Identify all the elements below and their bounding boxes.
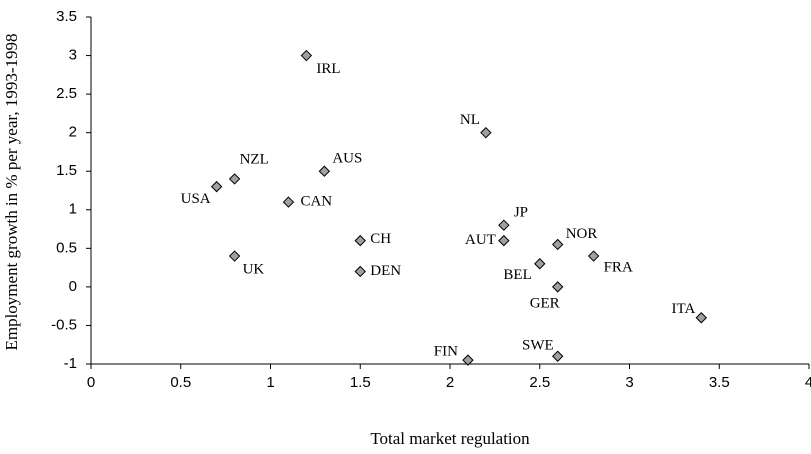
point-label: USA — [181, 191, 211, 207]
point — [534, 258, 546, 270]
x-tick-label: 1 — [266, 374, 274, 391]
point — [551, 281, 564, 293]
point — [282, 196, 295, 208]
point — [300, 49, 313, 62]
x-axis-title: Total market regulation — [370, 429, 530, 448]
point — [354, 265, 366, 278]
point-label: JP — [514, 205, 528, 221]
point-label: SWE — [522, 338, 554, 354]
y-tick-label: 2.5 — [56, 85, 77, 102]
point-label: IRL — [316, 61, 340, 77]
point — [318, 165, 331, 177]
x-tick-label: 1.5 — [350, 374, 371, 391]
point — [480, 126, 492, 139]
point — [551, 238, 564, 251]
point-label: CH — [370, 231, 391, 247]
x-tick-label: 3.5 — [709, 374, 730, 391]
point-label: BEL — [503, 267, 531, 283]
point-label: AUT — [465, 232, 496, 248]
y-tick-label: 3 — [69, 47, 77, 64]
point — [498, 219, 510, 231]
x-tick-label: 0.5 — [170, 374, 191, 391]
point — [695, 312, 708, 324]
x-tick-label: 3 — [625, 374, 633, 391]
point — [210, 180, 223, 193]
x-tick-label: 0 — [87, 374, 95, 391]
y-tick-label: 0 — [69, 278, 77, 295]
x-tick-label: 2 — [446, 374, 454, 391]
point-label: ITA — [672, 301, 696, 317]
y-tick-label: -0.5 — [51, 316, 77, 333]
point-label: FRA — [604, 259, 633, 275]
x-tick-label: 2.5 — [529, 374, 550, 391]
point — [354, 234, 366, 247]
y-tick-label: 1 — [69, 201, 77, 218]
point — [228, 250, 241, 262]
point-label: NL — [460, 112, 480, 128]
point-label: NOR — [566, 226, 598, 242]
x-tick-label: 4 — [805, 374, 811, 391]
y-tick-label: -1 — [64, 355, 77, 372]
y-axis-title: Employment growth in % per year, 1993-19… — [2, 33, 21, 350]
point-label: FIN — [434, 344, 458, 360]
point-label: UK — [243, 261, 265, 277]
point-label: NZL — [240, 151, 269, 167]
point-label: DEN — [370, 263, 401, 279]
y-tick-label: 2 — [69, 124, 77, 141]
y-tick-label: 1.5 — [56, 162, 77, 179]
point — [587, 250, 600, 262]
y-tick-label: 0.5 — [56, 239, 77, 256]
point-label: CAN — [300, 194, 332, 210]
y-tick-label: 3.5 — [56, 8, 77, 25]
point-label: GER — [530, 295, 560, 311]
point — [228, 173, 241, 185]
point — [462, 354, 474, 366]
point-label: AUS — [332, 151, 362, 167]
point — [498, 234, 510, 247]
point — [551, 350, 564, 362]
